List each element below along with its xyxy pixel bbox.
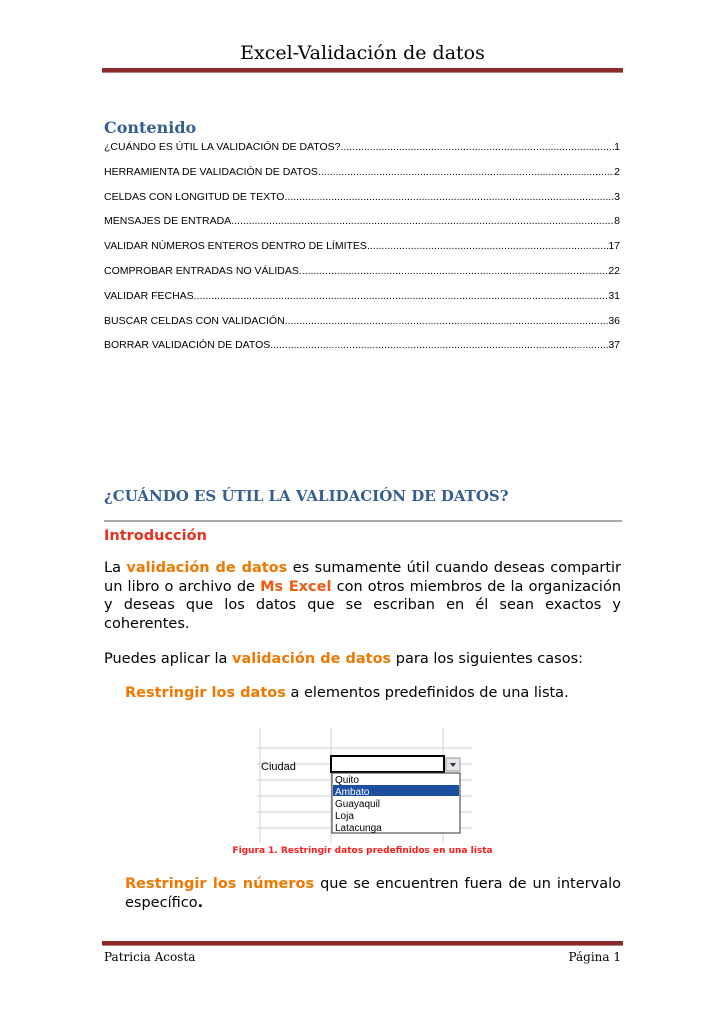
toc-entry-label: MENSAJES DE ENTRADA <box>104 215 232 228</box>
toc-entry[interactable]: HERRAMIENTA DE VALIDACIÓN DE DATOS 2 <box>104 166 620 191</box>
toc-entry-label: HERRAMIENTA DE VALIDACIÓN DE DATOS <box>104 165 318 178</box>
header-rule <box>102 68 623 73</box>
toc-entry-page: 36 <box>608 314 620 327</box>
toc-entry[interactable]: ¿CUÁNDO ES ÚTIL LA VALIDACIÓN DE DATOS? 1 <box>104 141 620 166</box>
toc-entry[interactable]: BUSCAR CELDAS CON VALIDACIÓN 36 <box>104 315 620 340</box>
section-heading: ¿CUÁNDO ES ÚTIL LA VALIDACIÓN DE DATOS? <box>104 487 509 505</box>
bullet-restrict-data: Restringir los datos a elementos predefi… <box>125 685 569 701</box>
toc-entry-page: 8 <box>614 215 620 228</box>
toc-leader-dots <box>270 339 608 351</box>
toc-heading: Contenido <box>104 118 197 137</box>
toc-leader-dots <box>341 141 615 153</box>
toc-entry-page: 37 <box>608 339 620 352</box>
toc-leader-dots <box>194 290 609 302</box>
toc-entry[interactable]: MENSAJES DE ENTRADA 8 <box>104 215 620 240</box>
toc-leader-dots <box>318 166 614 178</box>
toc-entry[interactable]: BORRAR VALIDACIÓN DE DATOS 37 <box>104 339 620 364</box>
toc-leader-dots <box>367 240 608 252</box>
toc-entry-label: VALIDAR FECHAS <box>104 289 194 302</box>
footer-page-number: Página 1 <box>568 950 621 964</box>
section-rule <box>104 520 622 522</box>
footer-rule <box>102 941 623 946</box>
table-of-contents: ¿CUÁNDO ES ÚTIL LA VALIDACIÓN DE DATOS? 1… <box>104 141 620 364</box>
dropdown-option[interactable]: Loja <box>335 811 354 822</box>
dropdown-option[interactable]: Ambato <box>335 787 370 798</box>
dropdown-option[interactable]: Guayaquil <box>335 799 380 810</box>
cell-label: Ciudad <box>261 761 296 773</box>
toc-entry-page: 17 <box>608 240 620 253</box>
dropdown-option[interactable]: Latacunga <box>335 823 382 834</box>
toc-entry[interactable]: VALIDAR NÚMEROS ENTEROS DENTRO DE LÍMITE… <box>104 240 620 265</box>
toc-leader-dots <box>285 315 609 327</box>
toc-entry-label: BUSCAR CELDAS CON VALIDACIÓN <box>104 314 285 327</box>
footer-author: Patricia Acosta <box>104 950 196 964</box>
toc-entry-page: 1 <box>614 141 620 153</box>
figure-caption: Figura 1. Restringir datos predefinidos … <box>232 846 493 856</box>
page-header-title: Excel-Validación de datos <box>240 42 485 64</box>
toc-leader-dots <box>284 191 614 203</box>
toc-entry[interactable]: COMPROBAR ENTRADAS NO VÁLIDAS 22 <box>104 265 620 290</box>
toc-entry-page: 22 <box>608 264 620 277</box>
toc-leader-dots <box>299 265 608 277</box>
toc-entry-page: 2 <box>614 165 620 178</box>
toc-leader-dots <box>231 215 614 227</box>
toc-entry-page: 31 <box>608 289 620 302</box>
toc-entry-page: 3 <box>614 190 620 203</box>
paragraph-cases: Puedes aplicar la validación de datos pa… <box>104 651 584 667</box>
paragraph-intro: La validación de datos es sumamente útil… <box>104 560 622 632</box>
toc-entry[interactable]: CELDAS CON LONGITUD DE TEXTO 3 <box>104 191 620 216</box>
dropdown-option[interactable]: Quito <box>335 775 359 786</box>
toc-entry-label: ¿CUÁNDO ES ÚTIL LA VALIDACIÓN DE DATOS? <box>104 141 341 153</box>
bullet-restrict-numbers: Restringir los números que se encuentren… <box>125 876 621 911</box>
toc-entry[interactable]: VALIDAR FECHAS 31 <box>104 290 620 315</box>
toc-entry-label: COMPROBAR ENTRADAS NO VÁLIDAS <box>104 264 299 277</box>
toc-entry-label: BORRAR VALIDACIÓN DE DATOS <box>104 339 271 352</box>
toc-entry-label: CELDAS CON LONGITUD DE TEXTO <box>104 190 285 203</box>
chevron-down-icon <box>450 763 456 767</box>
subheading: Introducción <box>104 528 207 544</box>
toc-entry-label: VALIDAR NÚMEROS ENTEROS DENTRO DE LÍMITE… <box>104 240 367 253</box>
